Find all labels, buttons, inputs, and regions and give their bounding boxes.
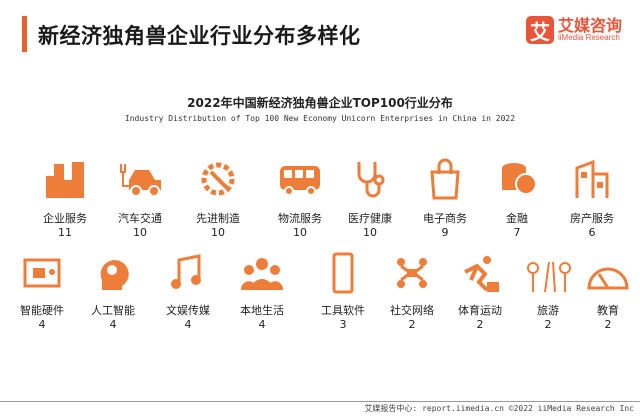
title-accent-bar (22, 16, 27, 52)
logo-name-en: iiMedia Research (558, 33, 620, 42)
industry-label: 本地生活 (240, 304, 284, 317)
ai-head-icon (100, 260, 129, 290)
industry-item: 人工智能 4 (73, 252, 153, 331)
industry-label: 人工智能 (91, 304, 135, 317)
industry-label: 企业服务 (43, 212, 87, 225)
industry-count: 10 (211, 226, 225, 239)
industry-label: 汽车交通 (118, 212, 162, 225)
people-icon (240, 258, 284, 290)
industry-count: 10 (363, 226, 377, 239)
industry-item: 旅游 2 (508, 252, 588, 331)
industry-label: 金融 (506, 212, 528, 225)
music-note-icon (171, 254, 201, 289)
industry-label: 医疗健康 (348, 212, 392, 225)
industry-count: 4 (184, 318, 192, 331)
bus-icon (280, 166, 320, 196)
industry-item: 工具软件 3 (303, 252, 383, 331)
industry-count: 11 (58, 226, 72, 239)
industry-count: 10 (133, 226, 147, 239)
industry-item: 金融 7 (477, 158, 557, 239)
industry-label: 教育 (597, 304, 619, 317)
industry-count: 2 (408, 318, 416, 331)
electric-car-icon (120, 164, 161, 197)
industry-count: 3 (339, 318, 347, 331)
industry-item: 教育 2 (568, 252, 640, 331)
industry-label: 电子商务 (423, 212, 467, 225)
industry-count: 7 (513, 226, 521, 239)
phone-icon (332, 252, 354, 294)
gear-wrench-icon (201, 162, 235, 196)
industry-item: 企业服务 11 (25, 158, 105, 239)
network-icon (397, 258, 427, 288)
industry-count: 4 (258, 318, 266, 331)
industry-item: 智能硬件 4 (2, 252, 82, 331)
industry-item: 社交网络 2 (372, 252, 452, 331)
industry-item: 电子商务 9 (405, 158, 485, 239)
industry-item: 先进制造 10 (178, 158, 258, 239)
page-title: 新经济独角兽企业行业分布多样化 (38, 24, 361, 48)
industry-label: 社交网络 (390, 304, 434, 317)
industry-count: 4 (38, 318, 46, 331)
industry-label: 旅游 (537, 304, 559, 317)
footer-divider (0, 401, 640, 402)
industry-item: 房产服务 6 (552, 158, 632, 239)
industry-item: 物流服务 10 (260, 158, 340, 239)
industry-count: 2 (476, 318, 484, 331)
industry-count: 10 (293, 226, 307, 239)
industry-count: 2 (604, 318, 612, 331)
industry-label: 物流服务 (278, 212, 322, 225)
chart-title: 2022年中国新经济独角兽企业TOP100行业分布 (187, 96, 453, 110)
circuit-board-icon (23, 258, 61, 288)
industry-item: 汽车交通 10 (100, 158, 180, 239)
road-trees-icon (527, 261, 571, 293)
industry-label: 先进制造 (196, 212, 240, 225)
industry-item: 文娱传媒 4 (148, 252, 228, 331)
industry-item: 体育运动 2 (440, 252, 520, 331)
industry-label: 体育运动 (458, 304, 502, 317)
industry-label: 文娱传媒 (166, 304, 210, 317)
footer-text: 艾媒报告中心: report.iimedia.cn ©2022 iiMedia … (364, 404, 634, 413)
industry-count: 4 (109, 318, 117, 331)
logo-mark: 艾 (526, 16, 554, 44)
industry-item: 本地生活 4 (222, 252, 302, 331)
industry-count: 9 (441, 226, 449, 239)
logo: 艾 艾媒咨询 iiMedia Research (526, 16, 622, 44)
industry-count: 2 (544, 318, 552, 331)
protractor-icon (587, 267, 629, 290)
industry-label: 工具软件 (321, 304, 365, 317)
house-icon (575, 159, 609, 198)
shopping-bag-icon (430, 158, 460, 200)
stethoscope-icon (357, 162, 385, 198)
coins-icon (502, 163, 537, 195)
industry-label: 智能硬件 (20, 304, 64, 317)
chart-subtitle: Industry Distribution of Top 100 New Eco… (124, 114, 516, 123)
industry-item: 医疗健康 10 (330, 158, 410, 239)
buildings-icon (46, 162, 84, 198)
athlete-icon (464, 256, 499, 292)
industry-count: 6 (588, 226, 596, 239)
logo-name-cn: 艾媒咨询 (558, 16, 623, 35)
industry-label: 房产服务 (570, 212, 614, 225)
